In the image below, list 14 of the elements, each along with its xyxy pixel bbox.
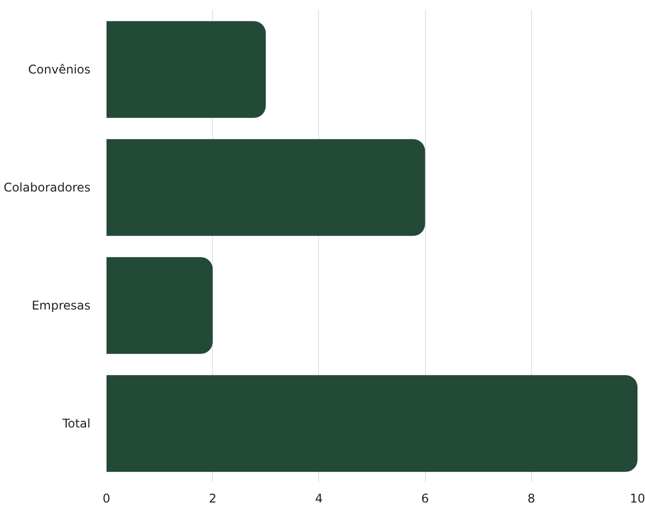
x-tick-label: 8 bbox=[527, 492, 536, 505]
x-tick-label: 4 bbox=[315, 492, 323, 505]
bar bbox=[106, 21, 266, 118]
y-tick-label: Colaboradores bbox=[4, 180, 91, 194]
bar bbox=[106, 375, 638, 472]
x-tick-label: 10 bbox=[630, 492, 645, 505]
y-tick-label: Empresas bbox=[32, 298, 91, 312]
bar bbox=[106, 139, 426, 236]
x-tick-label: 2 bbox=[208, 492, 217, 505]
bar bbox=[106, 257, 213, 354]
x-tick-label: 0 bbox=[102, 492, 110, 505]
y-tick-label: Total bbox=[61, 416, 91, 430]
x-tick-label: 6 bbox=[421, 492, 429, 505]
y-tick-label: Convênios bbox=[28, 62, 90, 76]
